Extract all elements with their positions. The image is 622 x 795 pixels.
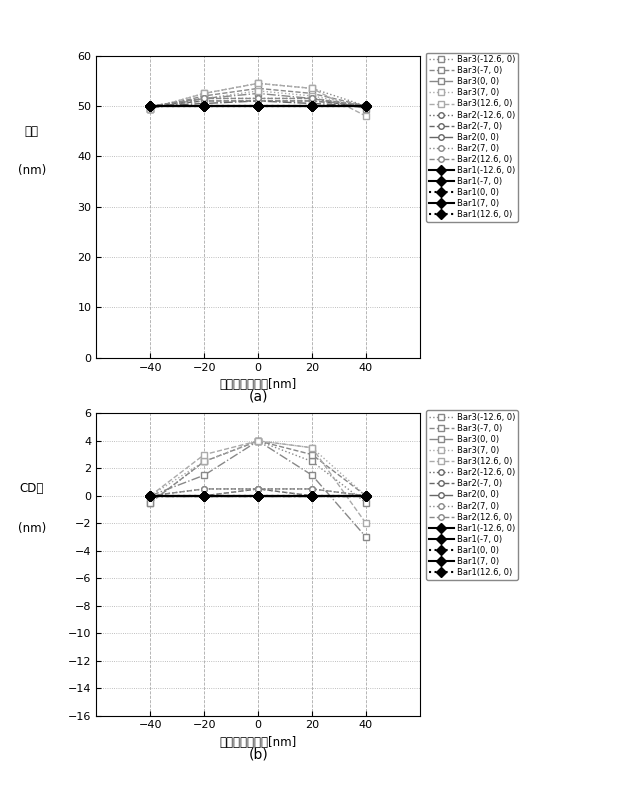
Text: CD差: CD差 [19, 483, 44, 495]
Text: (nm): (nm) [17, 522, 46, 535]
X-axis label: デフォーカス量[nm]: デフォーカス量[nm] [220, 378, 297, 391]
X-axis label: デフォーカス量[nm]: デフォーカス量[nm] [220, 736, 297, 749]
Legend: Bar3(-12.6, 0), Bar3(-7, 0), Bar3(0, 0), Bar3(7, 0), Bar3(12.6, 0), Bar2(-12.6, : Bar3(-12.6, 0), Bar3(-7, 0), Bar3(0, 0),… [426, 52, 518, 222]
Text: (nm): (nm) [17, 164, 46, 177]
Text: 線幅: 線幅 [25, 125, 39, 138]
Legend: Bar3(-12.6, 0), Bar3(-7, 0), Bar3(0, 0), Bar3(7, 0), Bar3(12.6, 0), Bar2(-12.6, : Bar3(-12.6, 0), Bar3(-7, 0), Bar3(0, 0),… [426, 410, 518, 580]
Text: (b): (b) [248, 747, 268, 762]
Text: (a): (a) [248, 390, 268, 404]
